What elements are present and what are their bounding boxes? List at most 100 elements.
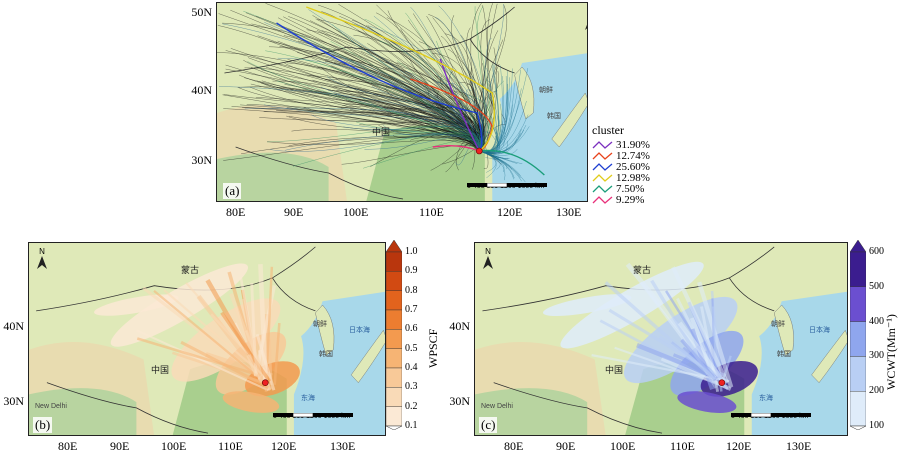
legend-entry-label: 12.74% xyxy=(616,149,650,162)
lon-tick: 80E xyxy=(504,439,524,453)
place-label-korea: 朝鲜 xyxy=(771,321,785,328)
place-label-east-sea: 东海 xyxy=(759,395,773,402)
lon-tick: 130E xyxy=(330,439,356,453)
colorbar-tick-label: 1.0 xyxy=(405,246,418,257)
colorbar-segment xyxy=(850,251,866,287)
place-label-south-korea: 韩国 xyxy=(777,351,791,358)
lon-tick: 100E xyxy=(343,205,369,219)
place-label-south-korea: 韩国 xyxy=(547,113,561,120)
place-label-sea-of-japan: 日本海 xyxy=(809,327,830,334)
colorbar-segment xyxy=(386,348,402,369)
colorbar-tick-label: 100 xyxy=(869,420,884,431)
lat-tick: 40N xyxy=(3,319,24,333)
colorbar-tick-label: 500 xyxy=(869,280,884,292)
colorbar-segment xyxy=(386,329,402,349)
cluster-mean-trajectory xyxy=(276,22,483,152)
colorbar-tick-label: 400 xyxy=(869,315,884,327)
legend-entry: 31.90% xyxy=(592,138,650,151)
legend-entry: 25.60% xyxy=(592,160,650,173)
receptor-site-marker xyxy=(475,147,483,155)
lon-tick: 90E xyxy=(110,439,130,453)
colorbar-segment xyxy=(386,271,402,291)
colorbar-segment xyxy=(850,390,866,427)
lat-tick: 30N xyxy=(3,394,24,408)
cluster-mean-trajectory xyxy=(439,58,480,152)
colorbar-tick-label: 0.5 xyxy=(405,342,418,354)
colorbar-segment xyxy=(386,406,402,427)
panel-label-b: (b) xyxy=(33,417,53,433)
place-label-new-delhi: New Delhi xyxy=(35,403,67,410)
place-label-korea: 朝鲜 xyxy=(539,87,553,94)
colorbar-tick-label: 0.3 xyxy=(405,381,418,393)
colorbar-segment xyxy=(386,251,402,272)
legend-entry-label: 31.90% xyxy=(616,138,650,151)
colorbar-segment xyxy=(850,356,866,392)
legend-entry-label: 9.29% xyxy=(616,193,645,206)
colorbar-tick-label: 0.1 xyxy=(405,420,418,431)
lon-tick: 130E xyxy=(556,205,582,219)
lon-tick: 90E xyxy=(556,439,576,453)
panel-label-a: (a) xyxy=(223,183,242,199)
lon-tick: 120E xyxy=(726,439,752,453)
scale-bar: 0 400 800 1200 1600 km xyxy=(467,183,547,190)
colorbar-tick-label: 0.7 xyxy=(405,304,418,315)
wcwt-map-canvas xyxy=(475,243,847,435)
cluster-mean-trajectory xyxy=(479,149,545,176)
colorbar-tick-label: 0.4 xyxy=(405,362,418,373)
svg-text:N: N xyxy=(39,247,45,256)
legend-entry: 12.74% xyxy=(592,149,650,162)
receptor-site-marker xyxy=(718,379,726,386)
receptor-site-marker xyxy=(261,379,269,386)
lon-tick: 80E xyxy=(58,439,78,453)
place-label-korea: 朝鲜 xyxy=(313,321,327,328)
lat-tick: 30N xyxy=(449,394,470,408)
lon-tick: 110E xyxy=(218,439,243,453)
place-label-mongolia: 蒙古 xyxy=(181,265,200,275)
place-label-mongolia: 蒙古 xyxy=(633,265,652,275)
trajectory-map-canvas xyxy=(217,3,587,201)
colorbar-tick-label: 0.9 xyxy=(405,265,418,277)
panel-label-c: (c) xyxy=(479,417,498,433)
lon-tick: 100E xyxy=(161,439,187,453)
legend-entry: 9.29% xyxy=(592,193,650,206)
place-label-south-korea: 韩国 xyxy=(319,351,333,358)
place-label-new-delhi: New Delhi xyxy=(481,403,513,410)
cluster-mean-trajectory xyxy=(432,144,480,152)
colorbar-tick-label: 300 xyxy=(869,350,884,362)
colorbar-title-wpscf: WPSCF xyxy=(426,328,440,368)
lon-tick: 120E xyxy=(497,205,523,219)
colorbar-segment xyxy=(850,286,866,322)
place-label-china: 中国 xyxy=(151,365,170,375)
svg-text:N: N xyxy=(587,8,588,17)
concentration-field xyxy=(542,261,758,413)
lon-tick: 80E xyxy=(226,205,246,219)
cluster-legend: cluster 31.90% 12.74% 25.60% 12.98% 7.50% 9.2… xyxy=(592,123,650,206)
wcwt-map-panel-c: 蒙古 中国 朝鲜 韩国 日本海 东海 New Delhi (c) N 0 400… xyxy=(474,242,848,436)
wpscf-map-canvas xyxy=(29,243,385,435)
colorbar-tick-label: 0.6 xyxy=(405,323,418,335)
place-label-china: 中国 xyxy=(372,127,391,137)
svg-text:N: N xyxy=(485,247,491,256)
lat-tick: 50N xyxy=(191,5,212,19)
place-label-sea-of-japan: 日本海 xyxy=(349,327,370,334)
legend-entry-label: 25.60% xyxy=(616,160,650,173)
trajectory-map-panel-a: 中国 朝鲜 韩国 (a) N 0 400 800 1200 1600 km xyxy=(216,2,588,202)
colorbar-tick-label: 600 xyxy=(869,246,884,257)
colorbar-segment xyxy=(386,367,402,388)
colorbar-segment xyxy=(386,309,402,330)
lat-tick: 40N xyxy=(449,319,470,333)
lon-tick: 120E xyxy=(271,439,297,453)
wpscf-map-panel-b: 蒙古 中国 朝鲜 韩国 日本海 东海 New Delhi (b) N 0 400… xyxy=(28,242,386,436)
scale-bar: 0 400 800 1200 1600 km xyxy=(273,413,353,420)
legend-entry-label: 7.50% xyxy=(616,182,645,195)
colorbar-tick-label: 0.2 xyxy=(405,400,418,412)
lat-tick: 40N xyxy=(191,83,212,97)
lon-tick: 90E xyxy=(284,205,304,219)
scale-bar: 0 400 800 1200 1600 km xyxy=(731,413,811,420)
lon-tick: 130E xyxy=(786,439,812,453)
concentration-field xyxy=(94,263,300,413)
colorbar-tick-label: 200 xyxy=(869,385,884,397)
colorbar-segment xyxy=(386,290,402,311)
cluster-mean-trajectory xyxy=(306,6,495,152)
legend-entry-label: 12.98% xyxy=(616,171,650,184)
